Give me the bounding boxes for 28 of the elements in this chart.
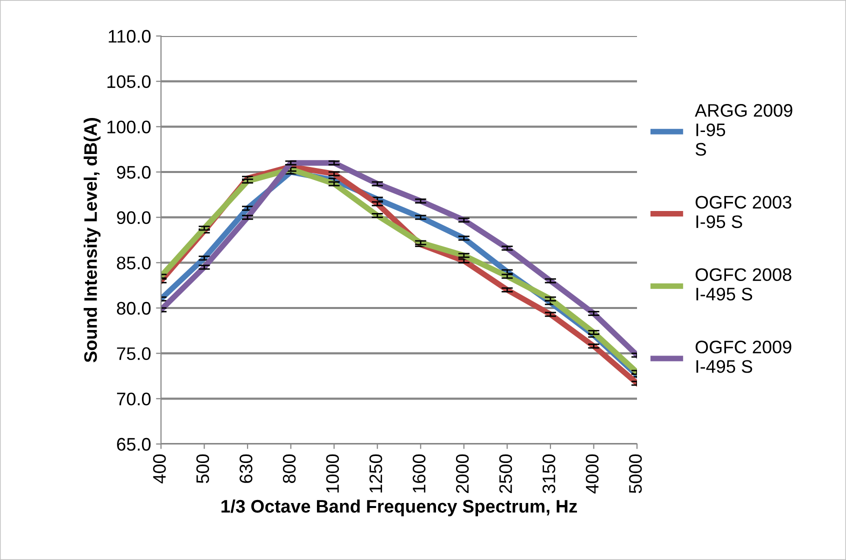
y-axis-title: Sound Intensity Level, dB(A) bbox=[84, 118, 101, 362]
x-tick-label: 1600 bbox=[412, 454, 426, 493]
x-tick-label: 500 bbox=[196, 454, 210, 484]
x-axis-title: 1/3 Octave Band Frequency Spectrum, Hz bbox=[222, 499, 577, 516]
y-tick-label: 75.0 bbox=[117, 347, 151, 360]
x-tick-label: 5000 bbox=[629, 454, 642, 494]
x-tick-label: 800 bbox=[282, 454, 296, 484]
y-tick-label: 65.0 bbox=[117, 438, 151, 451]
legend-label: ARGG 2009 I-95 S bbox=[694, 104, 792, 156]
x-tick-label: 400 bbox=[153, 454, 166, 484]
y-tick-label: 110.0 bbox=[108, 30, 151, 43]
x-tick-label: 630 bbox=[240, 454, 252, 483]
legend-label: OGFC 2003 I-95 S bbox=[696, 196, 792, 228]
y-tick-label: 95.0 bbox=[116, 166, 151, 179]
y-tick-label: 70.0 bbox=[117, 392, 151, 406]
x-tick-label: 3150 bbox=[542, 454, 556, 494]
x-tick-label: 2500 bbox=[499, 454, 512, 493]
y-tick-label: 85.0 bbox=[116, 256, 151, 270]
y-tick-label: 105.0 bbox=[107, 75, 151, 88]
x-tick-label: 1250 bbox=[369, 454, 382, 493]
y-tick-label: 90.0 bbox=[116, 211, 151, 224]
y-tick-label: 100.0 bbox=[107, 120, 151, 134]
x-tick-label: 2000 bbox=[456, 454, 469, 493]
x-tick-label: 1000 bbox=[326, 454, 339, 493]
x-tick-label: 4000 bbox=[586, 454, 599, 494]
y-tick-label: 80.0 bbox=[116, 302, 151, 315]
legend-label: OGFC 2008 I-495 S bbox=[696, 268, 792, 300]
legend-label: OGFC 2009 I-495 S bbox=[696, 340, 792, 373]
